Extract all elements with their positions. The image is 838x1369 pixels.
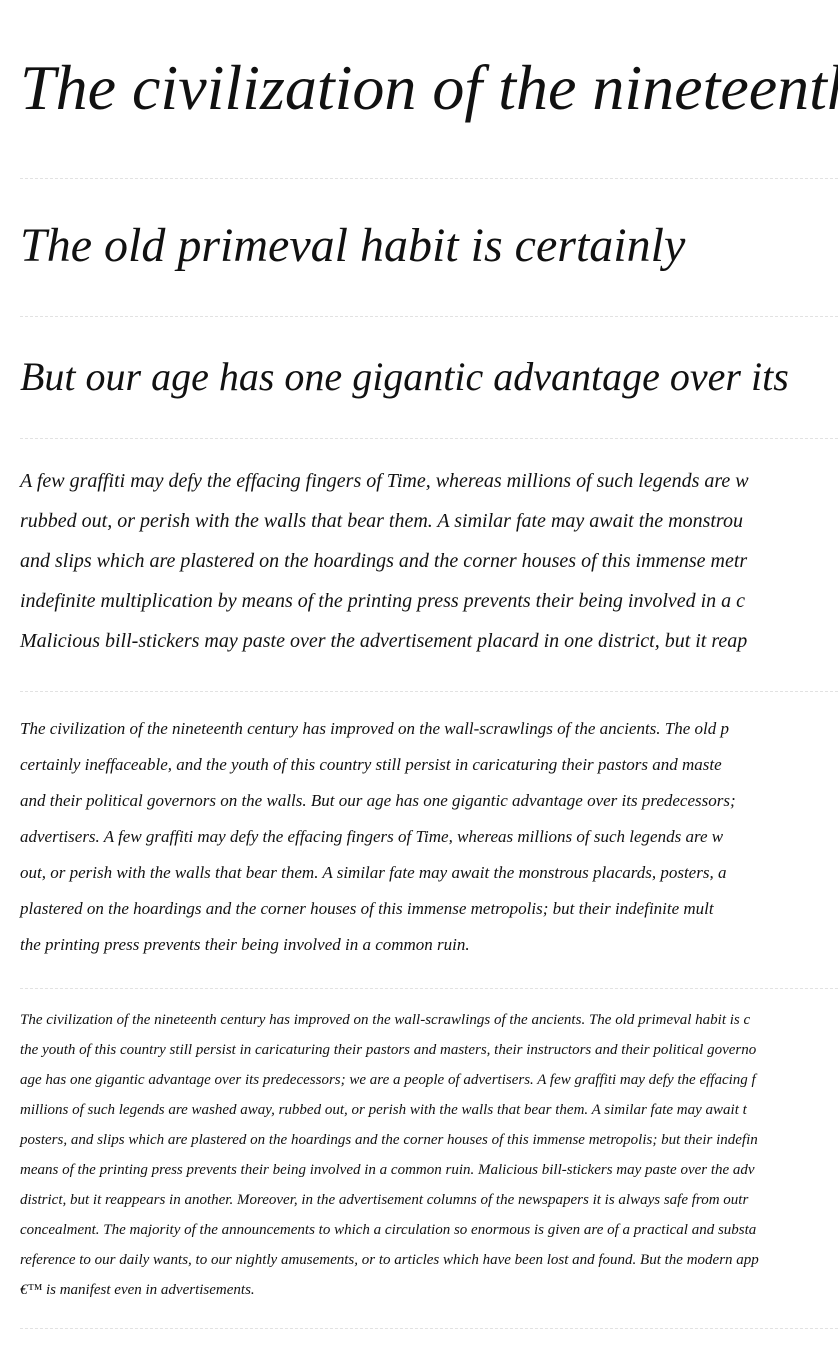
separator: [20, 1328, 838, 1329]
paragraph-line: certainly ineffaceable, and the youth of…: [20, 755, 722, 774]
paragraph-line: means of the printing press prevents the…: [20, 1162, 755, 1178]
paragraph-line: concealment. The majority of the announc…: [20, 1222, 757, 1238]
heading-1: The civilization of the nineteenth: [20, 52, 838, 123]
paragraph-line: and their political governors on the wal…: [20, 791, 736, 810]
paragraph-line: out, or perish with the walls that bear …: [20, 863, 727, 882]
paragraph-line: posters, and slips which are plastered o…: [20, 1132, 758, 1148]
paragraph: The civilization of the nineteenth centu…: [20, 711, 838, 963]
paragraph-line: and slips which are plastered on the hoa…: [20, 550, 748, 572]
paragraph-line: €™ is manifest even in advertisements.: [20, 1282, 255, 1298]
paragraph-line: A few graffiti may defy the effacing fin…: [20, 470, 749, 492]
paragraph-line: the printing press prevents their being …: [20, 935, 470, 954]
separator: [20, 438, 838, 439]
paragraph-line: millions of such legends are washed away…: [20, 1102, 747, 1118]
paragraph: A few graffiti may defy the effacing fin…: [20, 461, 838, 661]
paragraph-line: advertisers. A few graffiti may defy the…: [20, 827, 724, 846]
separator: [20, 178, 838, 179]
paragraph-line: The civilization of the nineteenth centu…: [20, 1012, 751, 1028]
paragraph: The civilization of the nineteenth centu…: [20, 1005, 838, 1305]
separator: [20, 988, 838, 989]
paragraph-line: reference to our daily wants, to our nig…: [20, 1252, 759, 1268]
paragraph-line: rubbed out, or perish with the walls tha…: [20, 510, 743, 532]
paragraph-line: plastered on the hoardings and the corne…: [20, 899, 714, 918]
heading-3: But our age has one gigantic advantage o…: [20, 354, 789, 399]
paragraph-line: Malicious bill-stickers may paste over t…: [20, 630, 748, 652]
separator: [20, 316, 838, 317]
separator: [20, 691, 838, 692]
paragraph-line: district, but it reappears in another. M…: [20, 1192, 749, 1208]
paragraph-line: age has one gigantic advantage over its …: [20, 1072, 756, 1088]
paragraph-line: The civilization of the nineteenth centu…: [20, 719, 730, 738]
heading-2: The old primeval habit is certainly: [20, 219, 686, 272]
paragraph-line: the youth of this country still persist …: [20, 1042, 757, 1058]
paragraph-line: indefinite multiplication by means of th…: [20, 590, 746, 612]
